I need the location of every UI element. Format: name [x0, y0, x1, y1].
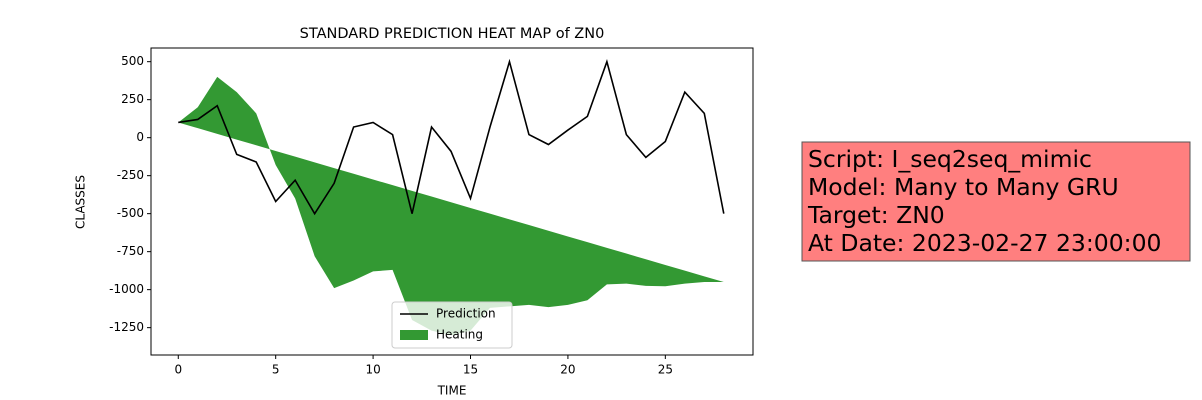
annotation-box	[801, 141, 1191, 262]
x-tick-label: 25	[658, 363, 673, 377]
x-tick-label: 15	[463, 363, 478, 377]
y-tick-label: -1250	[109, 320, 144, 334]
chart-title: STANDARD PREDICTION HEAT MAP of ZN0	[300, 26, 605, 42]
x-tick-label: 20	[560, 363, 575, 377]
x-tick-label: 10	[365, 363, 380, 377]
y-tick-label: 0	[136, 130, 144, 144]
x-axis-label: TIME	[437, 384, 467, 398]
x-tick-label: 5	[272, 363, 280, 377]
y-tick-label: -1000	[109, 282, 144, 296]
y-axis-label: CLASSES	[74, 175, 88, 229]
y-tick-label: -750	[117, 244, 144, 258]
line	[178, 58, 725, 216]
y-tick-label: -250	[117, 168, 144, 182]
legend-label: Prediction	[436, 307, 496, 321]
annotation-line: Script: I_seq2seq_mimic	[808, 145, 1092, 173]
x-tick-label: 0	[174, 363, 182, 377]
annotation-line: Target: ZN0	[807, 201, 945, 229]
annotation-line: Model: Many to Many GRU	[808, 173, 1119, 201]
legend-label: Heating	[436, 328, 483, 342]
y-tick-label: -500	[117, 206, 144, 220]
legend-swatch	[400, 330, 428, 340]
y-tick-label: 500	[121, 54, 144, 68]
area	[178, 76, 724, 336]
annotation-line: At Date: 2023-02-27 23:00:00	[808, 229, 1162, 257]
y-tick-label: 250	[121, 92, 144, 106]
plot-frame	[150, 47, 754, 356]
